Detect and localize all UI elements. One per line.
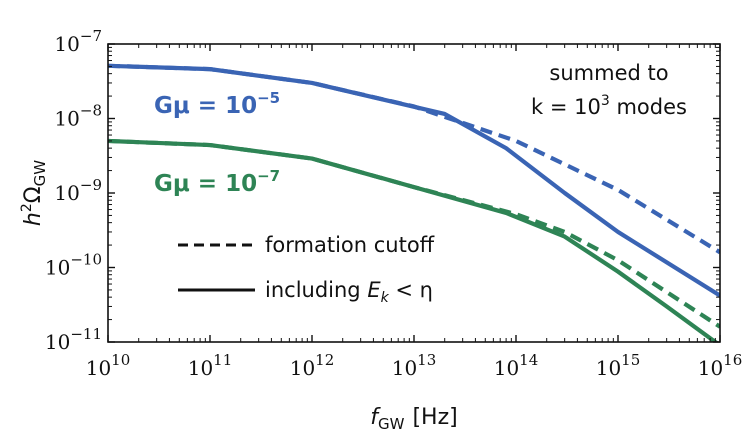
x-axis-label: fGW [Hz] xyxy=(370,405,457,433)
y-tick-label: 10−8 xyxy=(54,102,102,131)
annotation-line-1: summed to xyxy=(549,61,668,85)
series-label-gmu-1e-7: Gμ = 10−7 xyxy=(154,167,280,197)
y-tick-label: 10−11 xyxy=(45,325,102,354)
legend-label-including-ek: including Ek < η xyxy=(265,278,433,306)
x-tick-label: 1012 xyxy=(290,351,335,380)
y-axis-label: h2ΩGW xyxy=(19,160,49,226)
legend-label-formation-cutoff: formation cutoff xyxy=(265,233,435,257)
x-tick-label: 1015 xyxy=(596,351,641,380)
series-label-gmu-1e-5: Gμ = 10−5 xyxy=(154,89,280,119)
series-line-4-dashed xyxy=(108,138,720,329)
y-tick-label: 10−7 xyxy=(54,27,102,56)
annotation-line-2: k = 103 modes xyxy=(531,93,687,119)
x-tick-label: 1016 xyxy=(698,351,743,380)
y-tick-label: 10−10 xyxy=(45,251,102,280)
y-tick-label: 10−9 xyxy=(54,176,102,205)
x-tick-label: 1013 xyxy=(392,351,437,380)
series-line-2-dashed xyxy=(108,63,720,255)
x-tick-label: 1010 xyxy=(86,351,131,380)
x-tick-label: 1011 xyxy=(188,351,233,380)
x-tick-label: 1014 xyxy=(494,351,539,380)
